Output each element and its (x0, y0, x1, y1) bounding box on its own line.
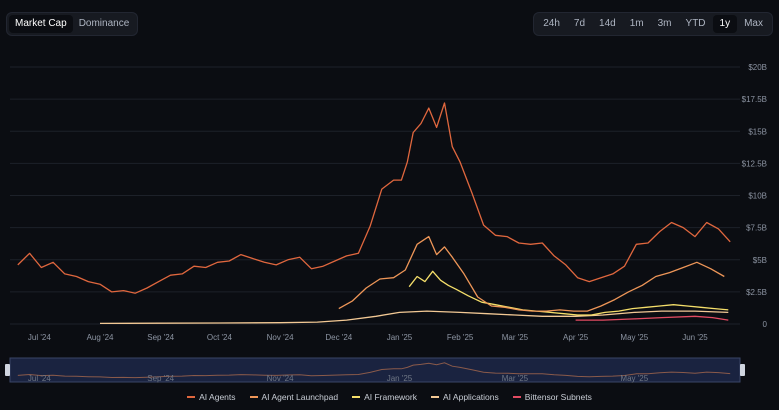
y-tick-label: $2.5B (746, 288, 767, 297)
navigator-handle-right (740, 364, 745, 376)
range-ytd-button[interactable]: YTD (685, 18, 706, 29)
series-line-ai-applications (99, 310, 729, 325)
tab-market-cap[interactable]: Market Cap (9, 15, 73, 33)
range-14d-button[interactable]: 14d (599, 18, 616, 29)
x-tick-label: Dec '24 (325, 333, 352, 342)
x-tick-label: Sep '24 (147, 333, 174, 342)
x-tick-label: Feb '25 (447, 333, 474, 342)
y-tick-label: $5B (753, 256, 767, 265)
market-cap-chart[interactable]: 0 $2.5B $5B $7.5B $10B $12.5B $15B $17.5B $20B J… (0, 0, 779, 392)
y-tick-label: $7.5B (746, 224, 767, 233)
range-1m-button[interactable]: 1m (629, 18, 644, 29)
legend-swatch (352, 396, 361, 398)
y-axis: 0 $2.5B $5B $7.5B $10B $12.5B $15B $17.5B $20B (742, 63, 768, 329)
legend-swatch (187, 396, 196, 398)
legend-label: Bittensor Subnets (524, 392, 592, 402)
legend-label: AI Agent Launchpad (261, 392, 339, 402)
legend-swatch (431, 396, 439, 398)
navigator-tick-label: Sep '24 (147, 374, 174, 383)
y-tick-label: $17.5B (742, 95, 767, 104)
range-24h-button[interactable]: 24h (543, 18, 560, 29)
range-3m-button[interactable]: 3m (657, 18, 672, 29)
x-tick-label: May '25 (620, 333, 648, 342)
y-tick-label: $12.5B (742, 159, 767, 168)
legend-item[interactable]: AI Applications (431, 392, 499, 402)
series-line-ai-framework (408, 270, 729, 316)
time-range-selector: 24h 7d 14d 1m 3m YTD 1y Max (533, 12, 773, 36)
x-tick-label: Nov '24 (267, 333, 294, 342)
chart-lines (17, 102, 731, 325)
range-7d-button[interactable]: 7d (573, 18, 586, 29)
legend-label: AI Framework (364, 392, 417, 402)
legend-item[interactable]: AI Agent Launchpad (249, 392, 339, 402)
chart-grid (10, 66, 740, 325)
x-tick-label: Jan '25 (387, 333, 413, 342)
legend-swatch (249, 396, 258, 398)
range-1y-button[interactable]: 1y (712, 15, 738, 33)
legend-label: AI Applications (443, 392, 499, 402)
legend-item[interactable]: AI Framework (352, 392, 417, 402)
navigator-line (17, 362, 731, 379)
x-tick-label: Jun '25 (682, 333, 708, 342)
navigator-tick-label: Nov '24 (267, 374, 294, 383)
y-tick-label: $15B (748, 127, 767, 136)
navigator-tick-label: Mar '25 (502, 374, 529, 383)
navigator-handle-left (5, 364, 10, 376)
x-tick-label: Jul '24 (28, 333, 51, 342)
range-navigator[interactable]: Jul '24 Sep '24 Nov '24 Jan '25 Mar '25 May '… (5, 357, 745, 383)
y-tick-label: $10B (748, 192, 767, 201)
navigator-tick-label: May '25 (620, 374, 648, 383)
navigator-tick-label: Jul '24 (28, 374, 51, 383)
series-line-ai-agent-launchpad (338, 235, 725, 312)
navigator-tick-label: Jan '25 (387, 374, 413, 383)
range-max-button[interactable]: Max (744, 18, 763, 29)
x-tick-label: Aug '24 (87, 333, 114, 342)
x-tick-label: Mar '25 (502, 333, 529, 342)
series-line-ai-agents (17, 102, 731, 294)
y-tick-label: $20B (748, 63, 767, 72)
tab-dominance[interactable]: Dominance (78, 18, 130, 29)
series-line-bittensor-subnets (575, 315, 729, 321)
x-tick-label: Apr '25 (563, 333, 589, 342)
y-tick-label: 0 (763, 320, 768, 329)
legend-item[interactable]: AI Agents (187, 392, 236, 402)
legend-label: AI Agents (199, 392, 236, 402)
legend-swatch (512, 396, 521, 398)
x-axis: Jul '24 Aug '24 Sep '24 Oct '24 Nov '24 Dec '… (28, 333, 708, 342)
metric-tabs: Market Cap Dominance (6, 12, 139, 36)
x-tick-label: Oct '24 (207, 333, 233, 342)
legend-item[interactable]: Bittensor Subnets (512, 392, 592, 402)
chart-legend: AI Agents AI Agent Launchpad AI Framework A… (0, 392, 779, 402)
